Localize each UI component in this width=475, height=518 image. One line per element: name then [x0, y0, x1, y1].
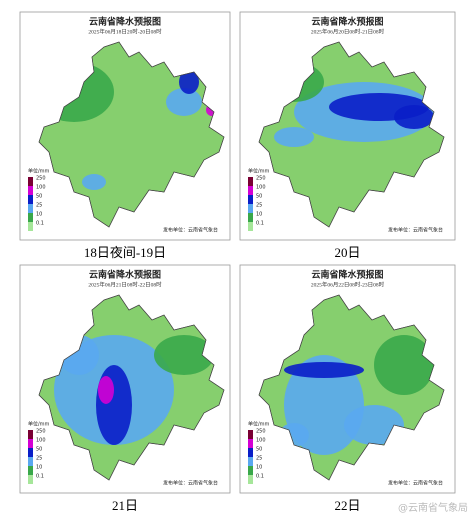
panel-subtitle: 2025年06月21日08时-22日08时 [88, 280, 162, 288]
legend-swatch [248, 222, 253, 231]
rain-area [274, 127, 314, 147]
legend-label: 100 [36, 185, 46, 191]
legend-label: 250 [256, 429, 266, 435]
publisher: 发布单位：云南省气象台 [388, 480, 443, 487]
publisher: 发布单位：云南省气象台 [163, 227, 218, 234]
legend-swatch [248, 195, 253, 204]
rain-area [98, 376, 114, 404]
panel-caption: 22日 [334, 498, 360, 513]
legend-label: 10 [36, 212, 42, 218]
publisher: 发布单位：云南省气象台 [163, 480, 218, 487]
legend-swatch [248, 213, 253, 222]
legend-unit: 单位/mm [28, 168, 50, 175]
rain-area [179, 70, 199, 94]
rain-area [394, 105, 434, 129]
rain-area [166, 88, 202, 116]
rain-area [374, 335, 434, 395]
rain-area [96, 365, 132, 445]
legend-label: 10 [36, 465, 42, 471]
legend-label: 50 [36, 194, 42, 200]
panel-title: 云南省降水预报图 [311, 269, 383, 281]
legend-label: 0.1 [36, 221, 44, 227]
rain-areas [279, 335, 434, 455]
legend-swatch [248, 177, 253, 186]
watermark: @云南省气象局 [398, 501, 468, 514]
legend-swatch [28, 475, 33, 484]
rain-area [284, 362, 364, 378]
legend-unit: 单位/mm [28, 421, 50, 428]
forecast-panel: 云南省降水预报图2025年06月21日08时-22日08时单位/mm250100… [19, 264, 231, 494]
panel-caption: 21日 [112, 498, 138, 513]
legend-swatch [28, 439, 33, 448]
legend-label: 0.1 [36, 474, 44, 480]
legend-label: 50 [256, 447, 262, 453]
legend-swatch [248, 204, 253, 213]
legend-label: 100 [256, 185, 266, 191]
legend-label: 250 [36, 429, 46, 435]
legend-label: 250 [36, 176, 46, 182]
panel-title: 云南省降水预报图 [311, 16, 383, 28]
legend-label: 100 [256, 438, 266, 444]
publisher: 发布单位：云南省气象台 [388, 227, 443, 234]
legend-swatch [248, 475, 253, 484]
legend-label: 250 [256, 176, 266, 182]
map [38, 294, 225, 481]
legend-swatch [248, 448, 253, 457]
legend-label: 25 [36, 456, 42, 462]
legend-unit: 单位/mm [248, 421, 270, 428]
legend-swatch [28, 186, 33, 195]
map [258, 294, 445, 481]
legend-label: 50 [36, 447, 42, 453]
legend-label: 25 [256, 456, 262, 462]
legend-swatch [28, 195, 33, 204]
legend-swatch [28, 177, 33, 186]
legend-swatch [28, 204, 33, 213]
legend-label: 50 [256, 194, 262, 200]
legend-swatch [248, 186, 253, 195]
panel-caption: 18日夜间-19日 [84, 245, 166, 260]
legend-label: 10 [256, 212, 262, 218]
legend-swatch [28, 222, 33, 231]
rain-areas [54, 335, 214, 445]
rain-area [154, 335, 214, 375]
legend-swatch [248, 430, 253, 439]
panel-subtitle: 2025年06月22日08时-23日08时 [311, 280, 385, 288]
legend-swatch [28, 213, 33, 222]
legend-label: 25 [256, 203, 262, 209]
panel-subtitle: 2025年06月20日08时-21日08时 [311, 27, 385, 35]
forecast-panel: 云南省降水预报图2025年06月22日08时-23日08时单位/mm250100… [239, 264, 456, 494]
forecast-panel: 云南省降水预报图2025年06月18日20时-20日08时单位/mm250100… [19, 11, 231, 241]
panel-title: 云南省降水预报图 [89, 16, 161, 28]
forecast-panel: 云南省降水预报图2025年06月20日08时-21日08时单位/mm250100… [239, 11, 456, 241]
legend-label: 25 [36, 203, 42, 209]
rain-area [82, 174, 106, 190]
legend-swatch [28, 457, 33, 466]
legend-swatch [28, 466, 33, 475]
legend-label: 0.1 [256, 474, 264, 480]
legend-swatch [248, 466, 253, 475]
panel-caption: 20日 [334, 245, 360, 260]
legend-label: 0.1 [256, 221, 264, 227]
panel-title: 云南省降水预报图 [89, 269, 161, 281]
legend-swatch [248, 439, 253, 448]
legend-label: 10 [256, 465, 262, 471]
legend-swatch [248, 457, 253, 466]
legend-swatch [28, 430, 33, 439]
legend-unit: 单位/mm [248, 168, 270, 175]
legend-label: 100 [36, 438, 46, 444]
legend-swatch [28, 448, 33, 457]
panel-subtitle: 2025年06月18日20时-20日08时 [88, 27, 162, 35]
